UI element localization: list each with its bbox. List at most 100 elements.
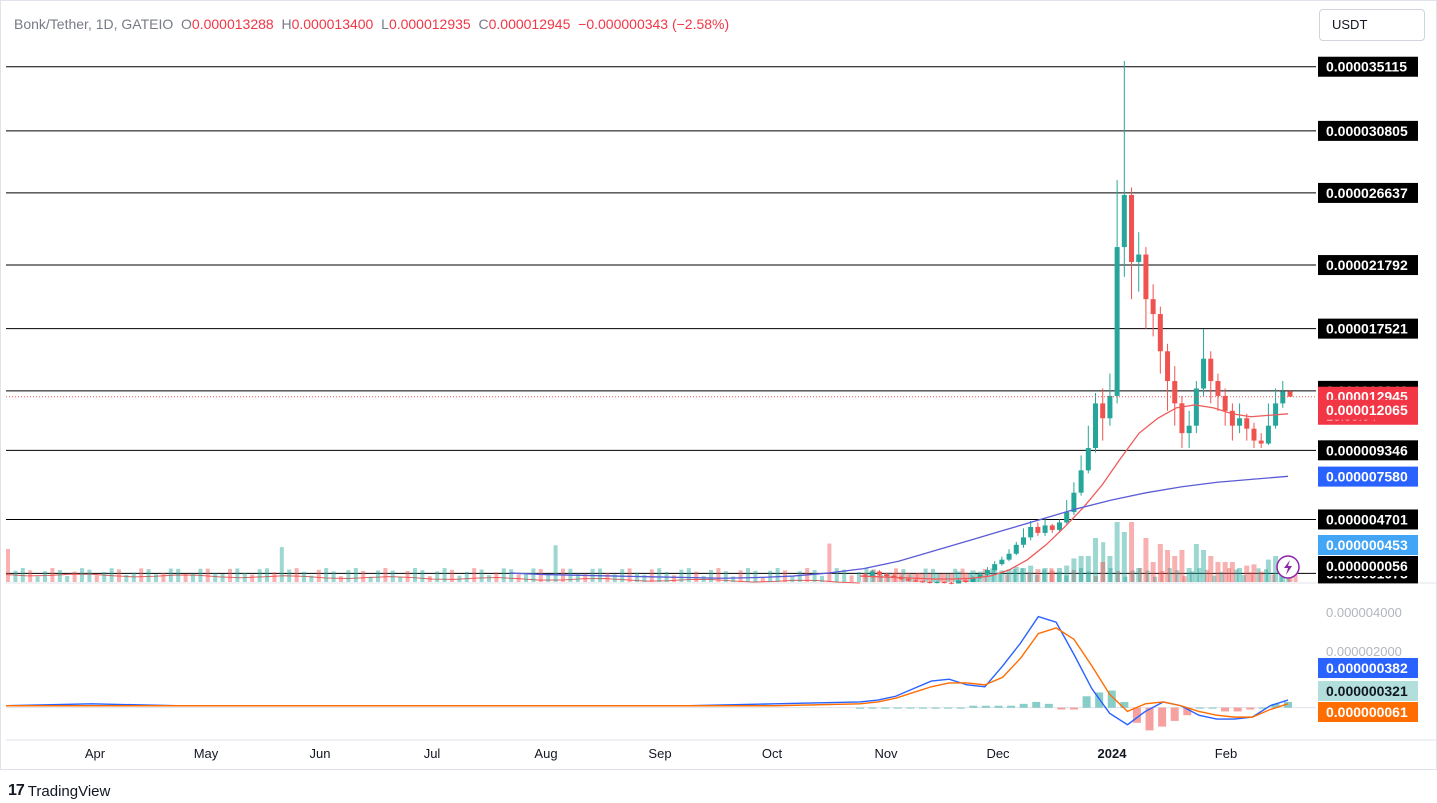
macd-histogram-bar: [1271, 703, 1280, 708]
candle-body: [941, 582, 947, 583]
volume-bar: [960, 568, 965, 582]
macd-histogram-bar: [1082, 696, 1091, 708]
tradingview-logo-icon[interactable]: 17: [8, 782, 25, 799]
time-axis-label: Feb: [1215, 746, 1237, 761]
macd-histogram-bar: [1095, 692, 1104, 708]
volume-bar: [894, 568, 898, 582]
volume-bar: [390, 570, 395, 582]
candle-body: [992, 564, 998, 571]
volume-bar: [146, 569, 151, 582]
candle-body: [1172, 381, 1178, 404]
volume-bar: [956, 571, 962, 582]
macd-histogram-bar: [1284, 701, 1292, 708]
macd-histogram-bar: [1246, 707, 1255, 710]
macd-histogram-bar: [1195, 707, 1204, 709]
volume-bar: [183, 573, 188, 582]
volume-bar: [1167, 568, 1172, 582]
volume-bar: [161, 572, 166, 582]
macd-histogram-bar: [1258, 707, 1267, 709]
candle-body: [1280, 391, 1286, 404]
candle-body: [1121, 194, 1127, 248]
candle-body: [1093, 403, 1099, 449]
currency-selector[interactable]: USDT: [1319, 9, 1425, 41]
level-label-box: [1318, 440, 1418, 461]
macd-histogram-bar: [1145, 707, 1154, 731]
volume-bar: [945, 573, 950, 582]
close-value: 0.000012945: [488, 16, 571, 32]
volume-bar: [1251, 564, 1257, 582]
volume-bar: [1157, 544, 1163, 582]
volume-bar: [1208, 556, 1214, 582]
open-value: 0.000013288: [191, 16, 274, 32]
macd-histogram-bar: [981, 705, 990, 708]
volume-bar: [1108, 568, 1113, 582]
volume-bar: [1278, 572, 1283, 582]
macd-histogram-bar: [1070, 707, 1078, 710]
volume-bar: [28, 570, 33, 582]
change-value: −0.000000343 (−2.58%): [578, 16, 730, 32]
candle-body: [934, 582, 940, 583]
macd-histogram-bar: [931, 707, 940, 709]
volume-bar: [1086, 571, 1091, 582]
macd-histogram-bar: [906, 707, 915, 709]
level-label-box: [1318, 318, 1418, 339]
volume-bar: [857, 572, 861, 582]
macd-histogram-bar: [856, 707, 864, 709]
macd-histogram-bar: [1057, 707, 1066, 710]
candle-body: [884, 574, 890, 577]
symbol-title[interactable]: Bonk/Tether, 1D, GATEIO: [14, 16, 174, 32]
volume-bar: [1101, 542, 1106, 582]
volume-bar: [953, 568, 958, 582]
volume-bar: [1020, 568, 1026, 582]
volume-bar: [923, 568, 928, 582]
volume-bar: [368, 576, 373, 582]
candle-body: [1265, 425, 1271, 444]
volume-bar: [1006, 569, 1012, 582]
candle-body: [912, 580, 918, 582]
volume-bar: [1034, 575, 1039, 582]
volume-bar: [672, 575, 676, 582]
volume-bar: [709, 569, 713, 582]
brand-name[interactable]: TradingView: [27, 782, 111, 800]
volume-bar: [487, 575, 491, 582]
volume-bar: [1079, 568, 1083, 582]
volume-bar: [339, 576, 343, 582]
volume-bar: [948, 573, 954, 582]
time-axis-label: Jul: [424, 746, 441, 761]
candle-body: [920, 581, 926, 583]
volume-bar: [941, 573, 947, 582]
volume-bar: [168, 568, 173, 582]
symbol-legend: Bonk/Tether, 1D, GATEIO O0.000013288 H0.…: [14, 16, 729, 32]
volume-bar: [43, 571, 47, 582]
open-label: O: [181, 16, 192, 32]
volume-bar: [1116, 570, 1120, 582]
volume-bar: [450, 569, 454, 582]
volume-bar: [361, 570, 366, 582]
volume-bar: [738, 570, 743, 582]
volume-bar: [1193, 544, 1199, 582]
volume-bar: [1064, 565, 1070, 582]
volume-bar: [982, 568, 987, 582]
candle-body: [1143, 254, 1149, 300]
volume-bar: [1027, 572, 1032, 582]
volume-bar: [862, 573, 868, 582]
volume-bar: [657, 568, 662, 582]
volume-bar: [920, 573, 926, 582]
volume-bar: [1227, 568, 1231, 582]
volume-bar: [1244, 565, 1250, 582]
time-axis-label: May: [194, 746, 219, 761]
level-label: 0.000017521: [1326, 321, 1408, 337]
candle-body: [1107, 395, 1113, 419]
candle-body: [1136, 254, 1142, 262]
low-label: L: [381, 16, 389, 32]
volume-bar: [790, 576, 795, 582]
candle-body: [1064, 512, 1070, 523]
candle-body: [999, 559, 1005, 565]
volume-bar: [968, 573, 972, 582]
time-axis-label: Oct: [762, 746, 783, 761]
macd-histogram-bar: [944, 707, 953, 709]
volume-bar: [679, 569, 684, 582]
volume-bar: [1258, 571, 1264, 582]
candle-body: [1100, 403, 1106, 419]
price-chart[interactable]: 0.0000250000.0000200000.0000351150.00003…: [0, 0, 1437, 770]
